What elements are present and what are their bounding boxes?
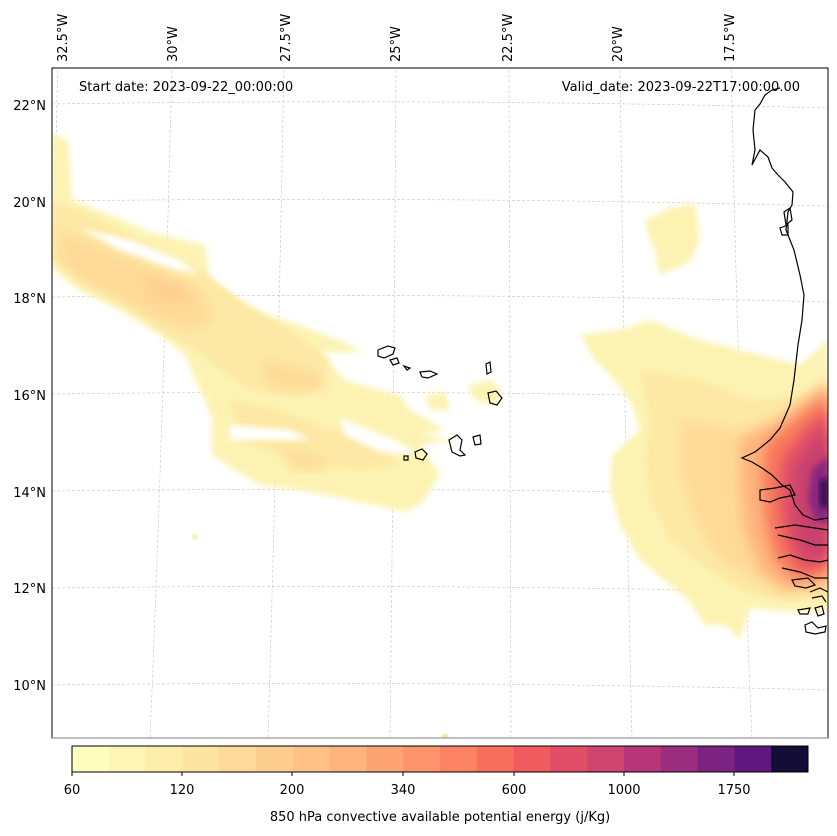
- lat-label: 20°N: [13, 196, 46, 211]
- colorbar-swatch: [550, 746, 588, 772]
- colorbar-swatch: [256, 746, 294, 772]
- lon-label: 20°W: [611, 26, 626, 62]
- colorbar-frame: [71, 745, 809, 773]
- lat-label: 22°N: [13, 99, 46, 114]
- colorbar-swatch: [624, 746, 662, 772]
- colorbar-swatch: [587, 746, 625, 772]
- colorbar-swatch: [476, 746, 515, 772]
- latitude-labels: 22°N 20°N 18°N 16°N 14°N 12°N 10°N: [13, 99, 46, 694]
- colorbar-ticks: 60 120 200 340 600 1000 1750: [64, 783, 751, 798]
- colorbar-swatch: [366, 746, 404, 772]
- colorbar-tick-label: 200: [280, 783, 305, 798]
- cape-field-west: [52, 135, 502, 738]
- colorbar-swatch: [329, 746, 367, 772]
- lon-label: 30°W: [166, 26, 181, 62]
- longitude-labels: 32.5°W 30°W 27.5°W 25°W 22.5°W 20°W 17.5…: [56, 14, 738, 62]
- lon-label: 27.5°W: [279, 14, 294, 62]
- cape-verde-islands: [377, 345, 503, 461]
- lon-label: 32.5°W: [56, 14, 71, 62]
- colorbar-swatch: [219, 746, 257, 772]
- colorbar-swatch: [72, 746, 110, 772]
- colorbar-tick-label: 600: [502, 783, 527, 798]
- lat-label: 10°N: [13, 679, 46, 694]
- colorbar-tick-label: 1750: [717, 783, 750, 798]
- colorbar-swatch: [734, 746, 772, 772]
- colorbar-swatch: [182, 746, 220, 772]
- african-coastline: [740, 87, 828, 635]
- colorbar-swatch: [292, 746, 331, 772]
- start-date-label: Start date: 2023-09-22_00:00:00: [79, 80, 293, 95]
- colorbar-tick-label: 340: [391, 783, 416, 798]
- colorbar-swatch: [697, 746, 735, 772]
- lat-label: 12°N: [13, 582, 46, 597]
- colorbar-swatch: [660, 746, 699, 772]
- lon-label: 22.5°W: [501, 14, 516, 62]
- valid-date-label: Valid_date: 2023-09-22T17:00:00.00: [562, 80, 800, 95]
- colorbar-label: 850 hPa convective available potential e…: [270, 810, 610, 825]
- lon-label: 25°W: [389, 26, 404, 62]
- colorbar-swatch: [108, 746, 147, 772]
- map-area: [52, 68, 828, 738]
- colorbar-swatch: [403, 746, 441, 772]
- colorbar-swatch: [513, 746, 551, 772]
- cape-field-east: [580, 203, 828, 640]
- lat-label: 16°N: [13, 389, 46, 404]
- colorbar-tick-label: 120: [170, 783, 195, 798]
- colorbar-swatch: [771, 746, 809, 772]
- colorbar-swatch: [440, 746, 478, 772]
- colorbar-tick-label: 60: [64, 783, 81, 798]
- lat-label: 14°N: [13, 486, 46, 501]
- colorbar-tick-label: 1000: [607, 783, 640, 798]
- lon-label: 17.5°W: [723, 14, 738, 62]
- colorbar: [71, 745, 809, 776]
- colorbar-swatch: [145, 746, 183, 772]
- lat-label: 18°N: [13, 292, 46, 307]
